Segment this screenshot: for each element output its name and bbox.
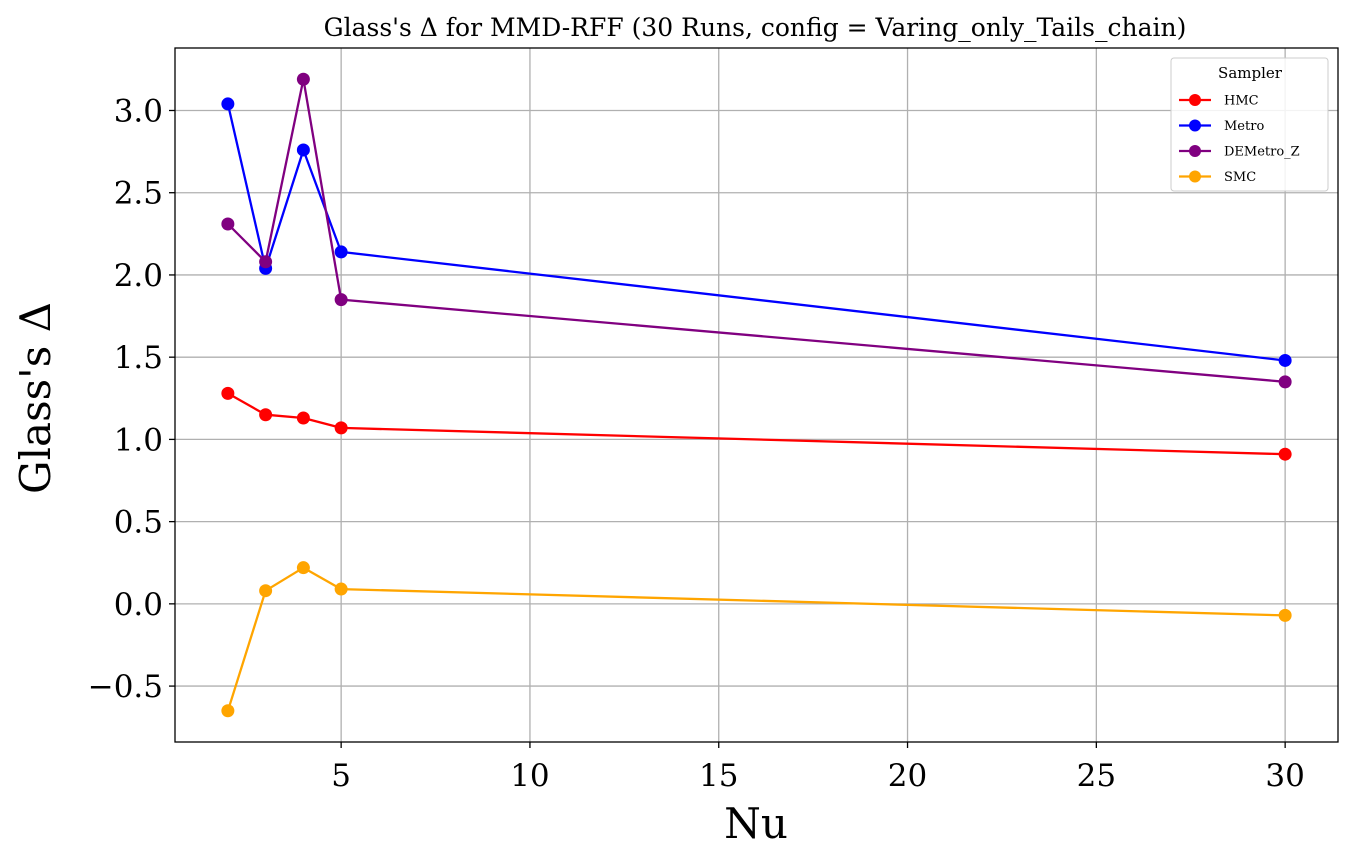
data-point-hmc [296, 411, 310, 425]
data-point-smc [296, 561, 310, 575]
plot-frame [174, 47, 1339, 743]
axis-ticks: 5 10 15 20 25 30 −0.5 0.0 0.5 1.0 1.5 2.0 2.5 3.0 [88, 93, 1305, 794]
data-point-smc [1278, 608, 1292, 622]
legend-marker-demetro-z [1189, 145, 1201, 157]
y-tick-label: 2.0 [114, 258, 163, 294]
data-point-demetro-z [221, 217, 235, 231]
series-layer [221, 72, 1292, 718]
series-smc [221, 561, 1292, 718]
legend-item-demetro-z: DEMetro_Z [1179, 145, 1300, 160]
legend-label-metro: Metro [1224, 119, 1264, 134]
data-point-demetro-z [1278, 375, 1292, 389]
x-tick-label: 25 [1077, 758, 1116, 794]
data-point-hmc [221, 386, 235, 400]
series-metro [221, 97, 1292, 367]
x-axis-label: Nu [724, 799, 788, 848]
data-point-hmc [259, 408, 273, 422]
legend-item-smc: SMC [1179, 170, 1256, 185]
x-tick-label: 15 [699, 758, 738, 794]
legend-items: HMC Metro DEMetro_Z SMC [1179, 94, 1300, 185]
data-point-hmc [1278, 447, 1292, 461]
data-point-demetro-z [259, 255, 273, 269]
legend-label-demetro-z: DEMetro_Z [1224, 145, 1300, 160]
y-tick-label: 0.5 [114, 505, 163, 541]
legend: Sampler HMC Metro DEMetro_Z SMC [1170, 57, 1329, 192]
data-point-metro [296, 143, 310, 157]
data-point-hmc [334, 421, 348, 435]
data-point-metro [221, 97, 235, 111]
y-tick-label: 1.5 [114, 340, 163, 376]
y-tick-label: −0.5 [88, 669, 163, 705]
data-point-metro [334, 245, 348, 259]
x-tick-label: 10 [510, 758, 549, 794]
y-tick-label: 3.0 [114, 93, 163, 129]
x-tick-label: 5 [331, 758, 351, 794]
legend-label-hmc: HMC [1224, 94, 1259, 109]
data-point-smc [334, 582, 348, 596]
legend-title: Sampler [1218, 64, 1283, 82]
x-tick-label: 20 [888, 758, 927, 794]
y-tick-label: 0.0 [114, 587, 163, 623]
series-hmc [221, 386, 1292, 461]
data-point-demetro-z [334, 293, 348, 307]
legend-marker-smc [1189, 170, 1201, 183]
y-tick-label: 2.5 [114, 176, 163, 212]
legend-box [1170, 57, 1329, 192]
chart-title: Glass's Δ for MMD-RFF (30 Runs, config =… [324, 13, 1187, 42]
data-point-smc [221, 704, 235, 718]
legend-marker-metro [1189, 119, 1201, 132]
legend-marker-hmc [1189, 94, 1201, 106]
y-tick-label: 1.0 [114, 422, 163, 458]
x-tick-label: 30 [1265, 758, 1304, 794]
data-point-smc [259, 584, 273, 598]
y-axis-label: Glass's Δ [11, 302, 60, 494]
data-point-metro [1278, 353, 1292, 367]
legend-item-metro: Metro [1179, 119, 1264, 134]
legend-label-smc: SMC [1224, 170, 1256, 185]
series-demetro-z [221, 72, 1292, 389]
legend-item-hmc: HMC [1179, 94, 1259, 109]
data-point-demetro-z [296, 72, 310, 86]
